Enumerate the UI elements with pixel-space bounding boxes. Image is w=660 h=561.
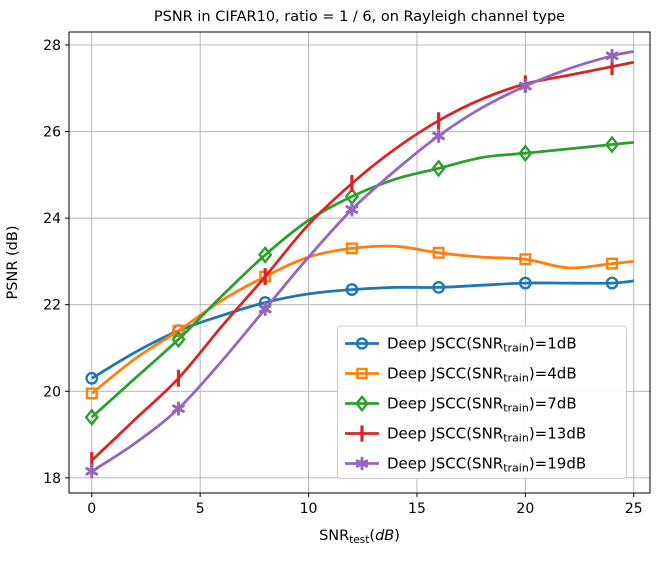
series-line-3 (90, 60, 634, 462)
marker-circle (345, 283, 359, 296)
marker-diamond (171, 330, 186, 349)
series-1 (85, 242, 634, 400)
marker-star (518, 79, 532, 94)
legend-entry-4: Deep JSCC(SNRtrain)=19dB (345, 455, 586, 475)
legend-label: Deep JSCC(SNRtrain)=7dB (387, 395, 577, 415)
series-line-4 (91, 50, 634, 473)
marker-square (356, 367, 368, 380)
series-2 (84, 135, 634, 427)
y-tick-label: 24 (43, 211, 61, 227)
chart-title: PSNR in CIFAR10, ratio = 1 / 6, on Rayle… (154, 9, 565, 25)
plot-frame (68, 31, 651, 494)
marker-circle (355, 337, 369, 350)
marker-square (345, 242, 358, 255)
marker-star (345, 202, 359, 217)
marker-star (432, 128, 446, 143)
x-tick-label: 5 (196, 501, 205, 517)
marker-square (606, 257, 619, 270)
legend-label: Deep JSCC(SNRtrain)=4dB (387, 365, 577, 385)
x-tick-label: 20 (516, 501, 534, 517)
marker-diamond (518, 144, 533, 163)
marker-star (605, 48, 619, 63)
legend-entry-0: Deep JSCC(SNRtrain)=1dB (345, 335, 577, 355)
legend-label: Deep JSCC(SNRtrain)=13dB (387, 425, 586, 445)
marker-square (432, 246, 445, 259)
legend-label: Deep JSCC(SNRtrain)=1dB (387, 335, 577, 355)
y-tick-label: 22 (43, 298, 61, 314)
marker-square (85, 387, 98, 400)
y-tick-label: 28 (43, 38, 61, 54)
marker-circle (518, 276, 532, 290)
y-tick-label: 20 (43, 384, 61, 400)
marker-square (172, 324, 185, 337)
marker-star (172, 401, 185, 416)
marker-diamond (355, 394, 369, 413)
y-tick-label: 26 (43, 125, 61, 141)
x-tick-label: 15 (408, 501, 426, 517)
series-4 (85, 48, 634, 479)
y-tick-label: 18 (43, 471, 61, 487)
x-tick-label: 25 (625, 501, 643, 517)
x-axis-label: SNRtest(dB) (319, 528, 400, 546)
marker-diamond (258, 246, 273, 264)
axis-ticks: 0 5 10 15 20 25 18 20 22 24 26 28 (43, 38, 642, 517)
marker-star (355, 456, 369, 471)
marker-circle (85, 371, 99, 385)
legend: Deep JSCC(SNRtrain)=1dB Deep JSCC(SNRtrai… (337, 325, 627, 479)
legend-box (337, 325, 627, 479)
marker-circle (605, 276, 619, 290)
legend-entry-1: Deep JSCC(SNRtrain)=4dB (345, 365, 577, 385)
legend-entry-2: Deep JSCC(SNRtrain)=7dB (345, 395, 577, 415)
marker-diamond (84, 408, 99, 427)
legend-label: Deep JSCC(SNRtrain)=19dB (387, 455, 586, 475)
marker-diamond (604, 135, 620, 154)
legend-entry-3: Deep JSCC(SNRtrain)=13dB (345, 425, 586, 445)
y-axis-label: PSNR (dB) (5, 226, 21, 300)
marker-diamond (431, 159, 446, 178)
marker-star (85, 464, 99, 479)
x-tick-label: 10 (300, 501, 318, 517)
marker-circle (432, 280, 446, 294)
x-tick-label: 0 (87, 501, 96, 517)
marker-square (519, 253, 532, 266)
marker-star (258, 301, 272, 317)
